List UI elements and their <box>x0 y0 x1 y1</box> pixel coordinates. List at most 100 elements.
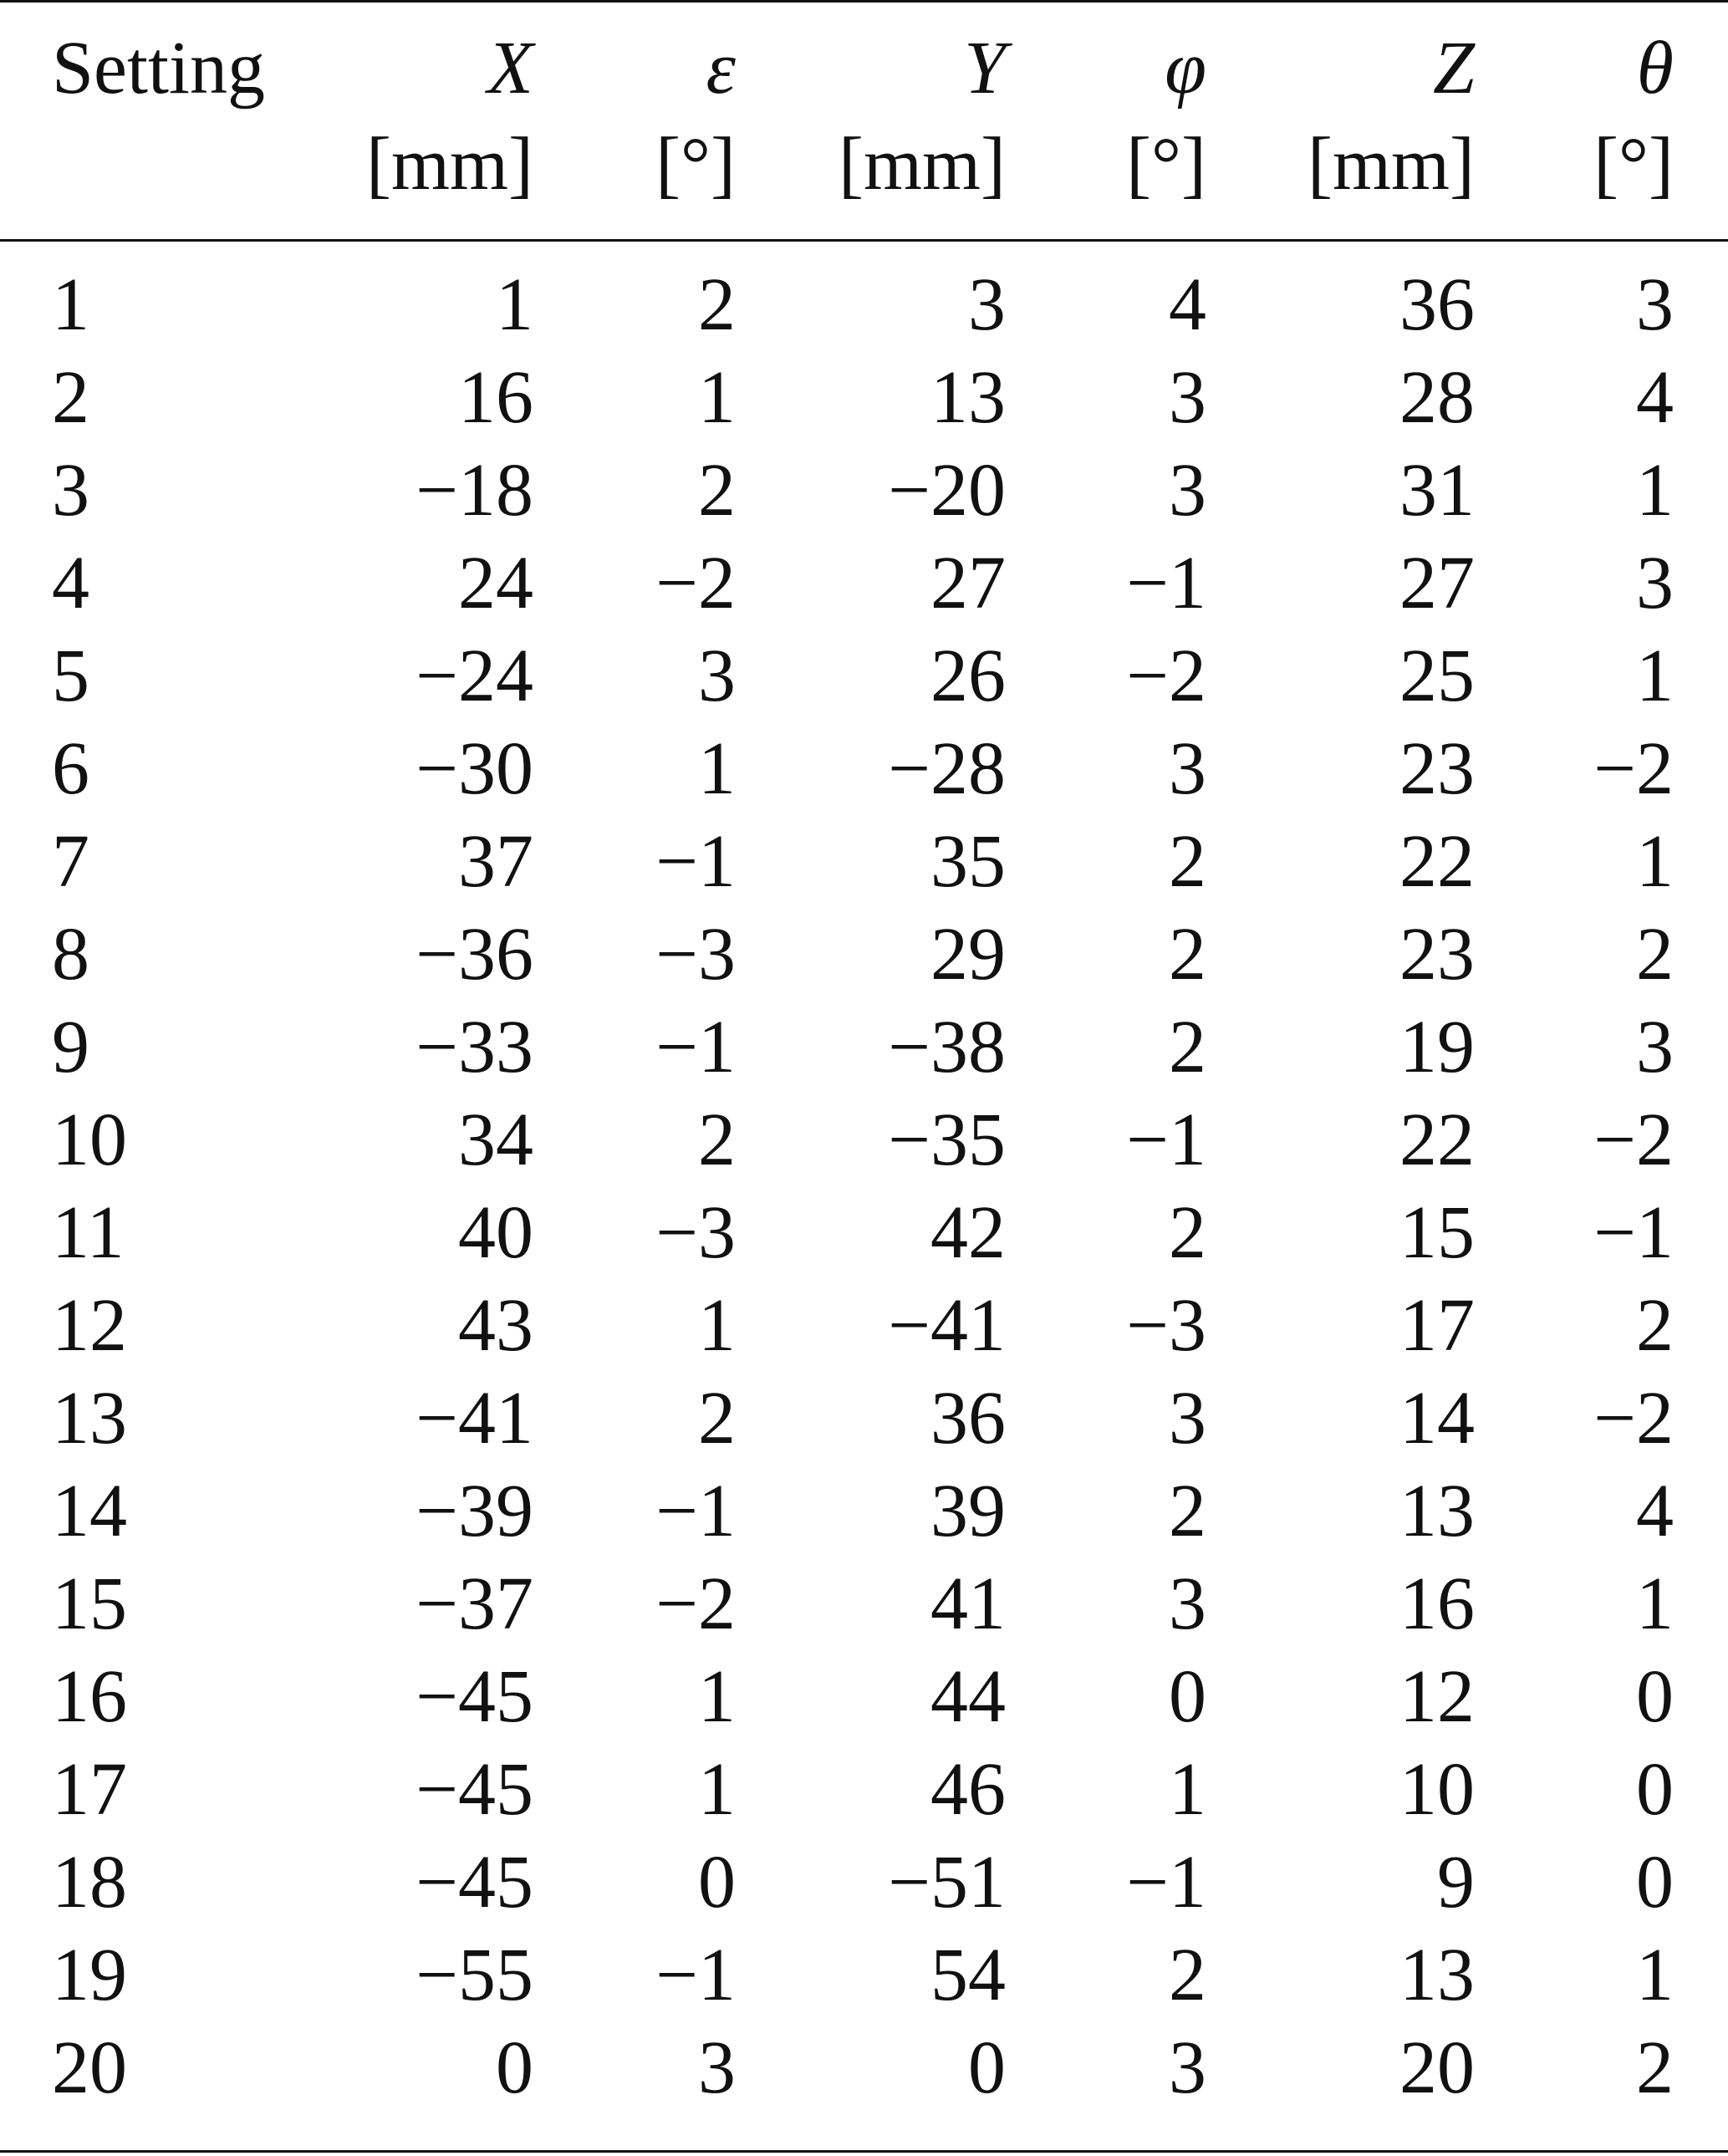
value-cell: −2 <box>1593 1098 1674 1181</box>
setting-cell: 11 <box>52 1191 125 1274</box>
value-cell: −35 <box>888 1098 1006 1181</box>
value-cell: 17 <box>1399 1284 1475 1367</box>
value-cell: −2 <box>1126 635 1206 717</box>
value-cell: 24 <box>458 542 533 624</box>
setting-cell: 5 <box>52 635 89 717</box>
value-cell: 3 <box>1169 1377 1206 1460</box>
value-cell: 13 <box>1399 1934 1475 2016</box>
setting-cell: 18 <box>52 1841 127 1924</box>
value-cell: 26 <box>930 635 1006 717</box>
value-cell: −33 <box>415 1006 533 1088</box>
column-header-unit: [°] <box>1126 123 1206 206</box>
value-cell: 19 <box>1399 1006 1475 1088</box>
value-cell: 4 <box>1636 1470 1674 1552</box>
value-cell: 29 <box>930 913 1006 996</box>
value-cell: 1 <box>1636 635 1674 717</box>
value-cell: 41 <box>930 1562 1006 1645</box>
setting-cell: 9 <box>52 1006 89 1088</box>
value-cell: 1 <box>1636 820 1674 903</box>
value-cell: −3 <box>655 1191 736 1274</box>
value-cell: 0 <box>698 1841 736 1924</box>
value-cell: 2 <box>1169 820 1206 903</box>
setting-cell: 15 <box>52 1562 127 1645</box>
value-cell: 35 <box>930 820 1006 903</box>
column-header-symbol: Y <box>963 27 1006 110</box>
value-cell: −55 <box>415 1934 533 2016</box>
value-cell: 14 <box>1399 1377 1475 1460</box>
value-cell: 3 <box>698 635 736 717</box>
value-cell: 4 <box>1636 356 1674 439</box>
value-cell: −1 <box>655 820 736 903</box>
value-cell: 23 <box>1399 913 1475 996</box>
value-cell: 1 <box>1636 1934 1674 2016</box>
top-rule <box>0 0 1728 3</box>
value-cell: 20 <box>1399 2026 1475 2109</box>
value-cell: 0 <box>1636 1655 1674 1738</box>
value-cell: 23 <box>1399 727 1475 810</box>
column-header-symbol: Z <box>1432 27 1475 110</box>
value-cell: 13 <box>1399 1470 1475 1552</box>
value-cell: 2 <box>1169 1934 1206 2016</box>
value-cell: 3 <box>1636 542 1674 624</box>
value-cell: 3 <box>1169 356 1206 439</box>
value-cell: 37 <box>458 820 533 903</box>
column-header-unit: [mm] <box>366 123 533 206</box>
value-cell: −45 <box>415 1655 533 1738</box>
value-cell: 16 <box>1399 1562 1475 1645</box>
value-cell: −28 <box>888 727 1006 810</box>
value-cell: 1 <box>496 263 533 346</box>
value-cell: 1 <box>1636 1562 1674 1645</box>
value-cell: −1 <box>1593 1191 1674 1274</box>
column-header-symbol: ε <box>706 27 736 110</box>
column-header-unit: [mm] <box>839 123 1006 206</box>
value-cell: 3 <box>1169 449 1206 532</box>
setting-cell: 19 <box>52 1934 127 2016</box>
value-cell: −45 <box>415 1841 533 1924</box>
value-cell: 44 <box>930 1655 1006 1738</box>
value-cell: 39 <box>930 1470 1006 1552</box>
value-cell: 2 <box>1169 1191 1206 1274</box>
column-header-unit: [mm] <box>1307 123 1475 206</box>
value-cell: 31 <box>1399 449 1475 532</box>
value-cell: 0 <box>1636 1841 1674 1924</box>
column-header-symbol: θ <box>1636 27 1674 110</box>
value-cell: 1 <box>698 1284 736 1367</box>
value-cell: −1 <box>1126 542 1206 624</box>
value-cell: 3 <box>1169 1562 1206 1645</box>
column-header-symbol: Setting <box>52 27 266 110</box>
value-cell: 36 <box>930 1377 1006 1460</box>
value-cell: 2 <box>1636 1284 1674 1367</box>
setting-cell: 4 <box>52 542 89 624</box>
value-cell: 3 <box>968 263 1006 346</box>
value-cell: 3 <box>1169 2026 1206 2109</box>
setting-cell: 3 <box>52 449 89 532</box>
value-cell: −20 <box>888 449 1006 532</box>
value-cell: −41 <box>888 1284 1006 1367</box>
value-cell: 2 <box>1169 913 1206 996</box>
value-cell: 3 <box>1636 263 1674 346</box>
value-cell: −3 <box>1126 1284 1206 1367</box>
value-cell: 42 <box>930 1191 1006 1274</box>
value-cell: −2 <box>655 542 736 624</box>
value-cell: 22 <box>1399 1098 1475 1181</box>
setting-cell: 13 <box>52 1377 127 1460</box>
value-cell: 2 <box>698 449 736 532</box>
value-cell: 1 <box>698 1655 736 1738</box>
setting-cell: 20 <box>52 2026 127 2109</box>
value-cell: −1 <box>655 1934 736 2016</box>
value-cell: 1 <box>698 727 736 810</box>
value-cell: 22 <box>1399 820 1475 903</box>
value-cell: 0 <box>1636 1748 1674 1831</box>
value-cell: −2 <box>1593 727 1674 810</box>
setting-cell: 6 <box>52 727 89 810</box>
column-header-symbol: φ <box>1165 27 1206 110</box>
bottom-rule <box>0 2150 1728 2153</box>
value-cell: 0 <box>496 2026 533 2109</box>
setting-cell: 17 <box>52 1748 127 1831</box>
value-cell: 1 <box>1636 449 1674 532</box>
value-cell: 13 <box>930 356 1006 439</box>
value-cell: −2 <box>1593 1377 1674 1460</box>
value-cell: −1 <box>655 1470 736 1552</box>
value-cell: 15 <box>1399 1191 1475 1274</box>
value-cell: 43 <box>458 1284 533 1367</box>
